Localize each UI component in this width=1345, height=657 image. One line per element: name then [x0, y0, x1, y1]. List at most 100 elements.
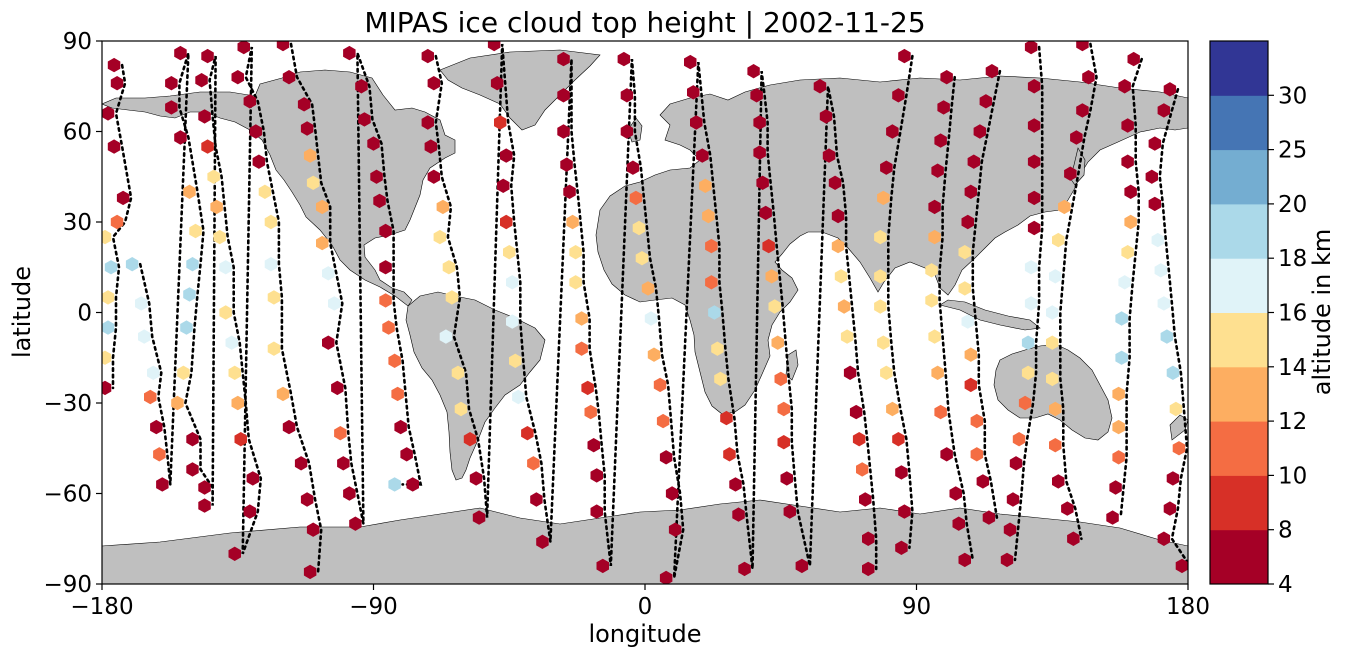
cloud-marker — [506, 314, 519, 329]
cloud-marker — [201, 139, 214, 154]
colorbar-tick-label: 12 — [1278, 409, 1307, 435]
cloud-marker — [427, 169, 441, 184]
colorbar-tick-label: 16 — [1278, 301, 1307, 327]
cloud-marker — [859, 492, 872, 507]
cloud-marker — [1112, 419, 1125, 435]
cloud-marker — [451, 365, 465, 380]
cloud-marker — [530, 492, 543, 507]
y-tick-label: −90 — [43, 572, 92, 598]
cloud-marker — [144, 389, 157, 405]
cloud-marker — [777, 435, 790, 450]
x-axis-label: longitude — [588, 620, 701, 648]
cloud-marker — [1027, 220, 1041, 236]
cloud-marker — [880, 160, 893, 175]
colorbar-tick-label: 25 — [1278, 138, 1307, 164]
cloud-marker — [469, 471, 483, 486]
cloud-marker — [472, 510, 486, 525]
cloud-marker — [584, 404, 597, 420]
cloud-marker — [322, 335, 335, 350]
cloud-marker — [102, 290, 115, 305]
cloud-marker — [107, 57, 121, 73]
cloud-marker — [711, 341, 724, 356]
cloud-marker — [228, 365, 241, 380]
cloud-marker — [934, 404, 947, 420]
cloud-marker — [174, 45, 187, 61]
cloud-marker — [874, 269, 887, 284]
cloud-marker — [180, 320, 193, 335]
cloud-marker — [895, 465, 908, 480]
cloud-marker — [647, 347, 661, 362]
cloud-marker — [213, 229, 226, 245]
cloud-marker — [171, 395, 184, 411]
cloud-marker — [795, 558, 809, 574]
cloud-marker — [1021, 335, 1035, 350]
cloud-marker — [186, 432, 199, 447]
cloud-marker — [527, 456, 540, 471]
x-tick-label: 0 — [638, 594, 653, 620]
cloud-marker — [1046, 371, 1059, 387]
cloud-marker — [243, 94, 257, 109]
colorbar-tick-label: 18 — [1278, 246, 1307, 272]
colorbar-label: altitude in km — [1308, 229, 1336, 396]
cloud-marker — [940, 447, 953, 462]
cloud-marker — [487, 41, 501, 52]
cloud-marker — [1058, 199, 1071, 215]
orbit-track — [887, 54, 914, 550]
cloud-marker — [1124, 214, 1137, 230]
cloud-marker — [328, 296, 341, 311]
cloud-marker — [687, 85, 700, 100]
cloud-marker — [231, 70, 244, 85]
cloud-marker — [895, 540, 908, 555]
cloud-marker — [1151, 232, 1165, 248]
cloud-marker — [228, 546, 241, 561]
cloud-marker — [1166, 365, 1180, 380]
cloud-marker — [1115, 311, 1128, 326]
cloud-marker — [862, 561, 875, 577]
cloud-marker — [189, 223, 202, 239]
cloud-marker — [512, 389, 525, 405]
cloud-marker — [406, 477, 419, 492]
cloud-marker — [282, 419, 296, 435]
cloud-marker — [174, 130, 187, 145]
cloud-marker — [1052, 232, 1065, 248]
cloud-marker — [1112, 450, 1125, 465]
cloud-marker — [1024, 41, 1038, 55]
cloud-marker — [934, 133, 947, 148]
colorbar-bin — [1210, 258, 1268, 313]
cloud-marker — [898, 48, 911, 64]
cloud-marker — [831, 238, 845, 254]
colorbar: 4 8 10 12 14 16 18 20 25 30 — [1209, 40, 1307, 598]
greenland-land — [439, 49, 601, 131]
cloud-marker — [1163, 501, 1177, 516]
cloud-marker — [705, 275, 718, 290]
cloud-marker — [1157, 531, 1171, 546]
y-tick-label: 90 — [63, 29, 92, 55]
cloud-marker — [439, 329, 453, 344]
cloud-marker — [641, 281, 655, 296]
cloud-marker — [267, 341, 281, 356]
cloud-marker — [433, 229, 447, 245]
cloud-marker — [557, 124, 570, 139]
cloud-marker — [198, 109, 211, 124]
cloud-marker — [958, 245, 971, 260]
orbit-track — [434, 43, 878, 579]
cloud-marker — [877, 190, 890, 206]
cloud-marker — [928, 199, 941, 215]
cloud-marker — [1145, 169, 1158, 184]
cloud-marker — [1009, 456, 1023, 471]
cloud-marker — [237, 41, 250, 55]
cloud-marker — [306, 522, 320, 537]
cloud-marker — [1124, 184, 1137, 199]
cloud-marker — [928, 329, 941, 344]
orbit-track — [1158, 88, 1188, 566]
cloud-marker — [1112, 386, 1125, 402]
cloud-marker — [1118, 275, 1131, 290]
cloud-marker — [856, 462, 869, 477]
x-tick-label: 90 — [902, 594, 931, 620]
cloud-marker — [1076, 41, 1089, 52]
cloud-marker — [322, 266, 335, 281]
cloud-marker — [400, 447, 413, 462]
cloud-marker — [665, 486, 679, 501]
cloud-marker — [102, 350, 112, 365]
cloud-marker — [1157, 103, 1171, 118]
